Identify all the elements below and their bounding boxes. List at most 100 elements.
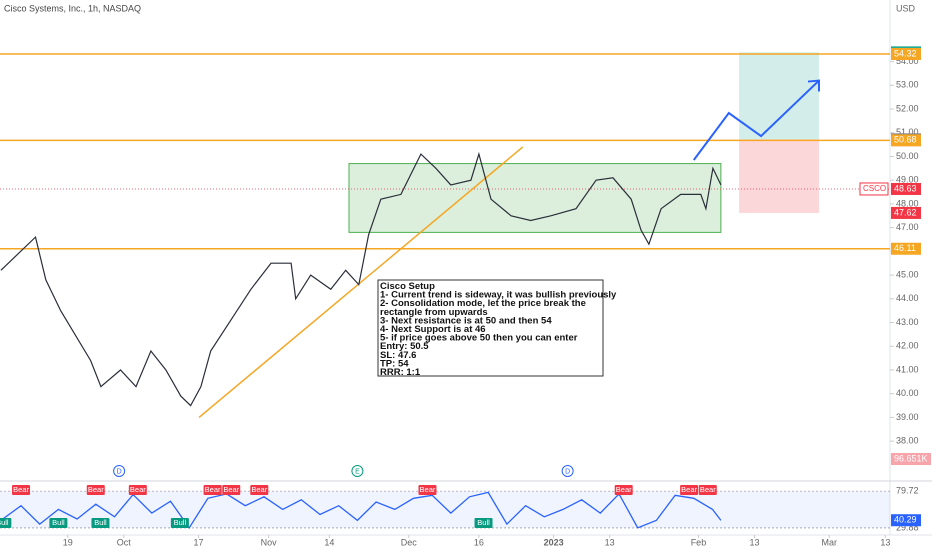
note-line: 5- if price goes above 50 then you can e… [380,333,578,344]
x-tick-label: 17 [194,537,204,547]
signal-label: Bear [700,485,716,494]
signal-label: Bear [205,485,221,494]
signal-bg [474,518,493,528]
signal-label: Bear [223,485,239,494]
y-tick-label: 39.00 [896,412,919,422]
note-line: 4- Next Support is at 46 [380,324,486,335]
x-tick-label: Dec [401,537,418,547]
event-label: E [355,468,360,475]
rsi-line [0,491,722,529]
y-tick-label: 53.00 [896,80,919,90]
signal-bg [698,485,717,495]
x-tick-label: 19 [63,537,73,547]
stop-zone [739,139,819,213]
signal-bg [128,485,147,495]
signal-label: Bear [130,485,146,494]
note-line: 2- Consolidation mode, let the price bre… [380,298,586,309]
rsi-last-label: 40.29 [894,515,917,525]
signal-bg [614,485,633,495]
x-tick-label: 13 [605,537,615,547]
y-tick-label: 42.00 [896,341,919,351]
note-line: SL: 47.6 [380,350,416,361]
note-line: RRR: 1:1 [380,367,421,378]
signal-bg [222,485,241,495]
last-price-label: 48.63 [894,183,917,193]
y-tick-label: 51.00 [896,127,919,137]
y-tick-label: 40.00 [896,388,919,398]
x-tick-label: 14 [324,537,334,547]
y-tick-label: 52.00 [896,103,919,113]
x-tick-label: Mar [822,537,838,547]
rsi-last-bg [891,514,921,527]
volume-label: 96.651K [894,453,928,463]
level-label: 54.32 [894,48,917,58]
currency: USD [896,3,916,13]
y-tick-label: 54.00 [896,56,919,66]
signal-bg [203,485,222,495]
signal-bg [12,485,31,495]
signal-bg [250,485,269,495]
symbol-tag-bg [859,182,889,196]
signal-label: Bull [174,518,187,527]
y-tick-label: 45.00 [896,269,919,279]
y-tick-label: 50.00 [896,151,919,161]
volume-label-bg [891,453,931,465]
x-tick-label: 2023 [544,537,564,547]
y-tick-label: 43.00 [896,317,919,327]
y-tick-label: 38.00 [896,436,919,446]
y-tick-label: 48.00 [896,198,919,208]
signal-label: Bear [88,485,104,494]
x-tick-label: Oct [117,537,132,547]
signal-bg [86,485,105,495]
level-label: 46.11 [894,243,916,253]
signal-label: Bear [420,485,436,494]
x-tick-label: 13 [880,537,890,547]
event-marker [113,465,126,477]
x-tick-label: Nov [261,537,278,547]
note-line: rectangle from upwards [380,307,488,318]
level-label: 50.68 [894,135,917,145]
signal-label: Bull [477,518,490,527]
note-line: Entry: 50.5 [380,341,429,352]
note-line: 3- Next resistance is at 50 and then 54 [380,315,552,326]
price-label-bg [891,206,921,219]
note-line: Cisco Setup [380,281,435,292]
rsi-tick-label: 79.72 [896,485,919,495]
signal-label: Bear [681,485,697,494]
signal-label: Bull [94,518,107,527]
signal-label: Bear [251,485,267,494]
symbol-title: Cisco Systems, Inc., 1h, NASDAQ [4,3,141,13]
level-label-bg [891,134,921,147]
note-box [377,279,604,377]
projection-arrow [692,79,820,161]
note-line: TP: 54 [380,358,409,369]
trendline [198,146,524,418]
signal-bg [680,485,699,495]
x-tick-label: 16 [474,537,484,547]
event-marker [561,465,574,477]
signal-label: Bear [616,485,632,494]
signal-label: Bull [0,518,9,527]
signal-bg [91,518,110,528]
y-tick-label: 44.00 [896,293,919,303]
level-label-bg [891,47,921,60]
event-label: D [117,468,122,475]
signal-bg [49,518,68,528]
y-tick-label: 47.00 [896,222,919,232]
x-tick-label: 13 [750,537,760,547]
rsi-tick-label: 29.88 [896,522,919,532]
price-line [0,151,722,407]
range-box [348,163,722,233]
last-price-label-bg [891,182,921,195]
symbol-tag: CSCO [863,184,886,193]
signal-label: Bear [13,485,29,494]
y-tick-label: 41.00 [896,364,919,374]
signal-bg [418,485,437,495]
target-zone [739,52,819,140]
event-label: D [565,468,570,475]
price-label: 47.62 [894,207,917,217]
note-line: 1- Current trend is sideway, it was bull… [380,290,617,301]
arrow-head [807,79,820,92]
